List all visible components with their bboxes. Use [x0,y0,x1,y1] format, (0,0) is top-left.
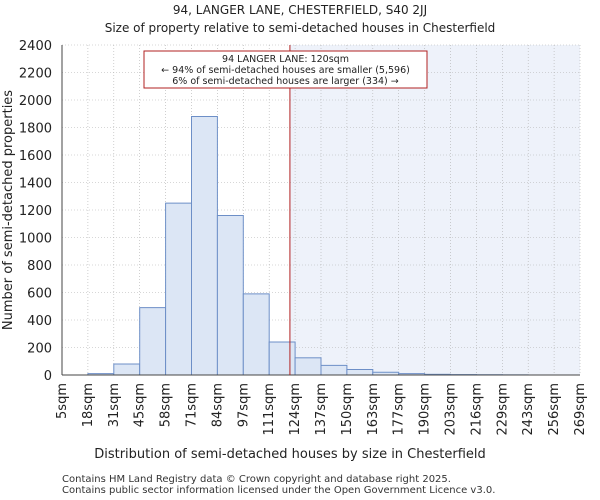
histogram-bar [191,116,218,376]
footer-licence: Contains public sector information licen… [62,485,496,496]
histogram-bar [242,293,270,376]
x-tick-label: 150sqm [340,383,355,436]
y-tick-label: 1000 [19,232,52,247]
y-tick-label: 2400 [19,39,52,54]
histogram-bar [320,364,348,376]
x-tick-label: 58sqm [159,383,174,427]
x-tick-label: 216sqm [469,383,484,436]
x-axis-title: Distribution of semi-detached houses by … [94,447,486,462]
x-tick-label: 203sqm [444,383,459,436]
x-tick-label: 71sqm [185,383,200,427]
x-tick-label: 190sqm [418,383,433,436]
x-tick-label: 5sqm [55,383,70,419]
x-tick-label: 45sqm [133,383,148,427]
histogram-bar [139,307,167,376]
x-tick-label: 18sqm [81,383,96,427]
x-tick-label: 177sqm [392,383,407,436]
histogram-bar [165,202,193,376]
annotation-line3: 6% of semi-detached houses are larger (3… [172,76,399,87]
annotation-line2: ← 94% of semi-detached houses are smalle… [161,65,410,76]
annotation-line1: 94 LANGER LANE: 120sqm [222,54,349,65]
y-tick-label: 2200 [19,67,52,82]
histogram-bar [268,341,296,376]
x-tick-label: 269sqm [573,383,588,436]
y-tick-label: 1200 [19,204,52,219]
y-axis-title: Number of semi-detached properties [1,90,16,330]
y-tick-label: 800 [27,259,52,274]
footer-copyright: Contains HM Land Registry data © Crown c… [62,474,451,485]
y-tick-label: 1600 [19,149,52,164]
x-tick-label: 97sqm [236,383,251,427]
histogram-bar [294,357,322,376]
chart-title: 94, LANGER LANE, CHESTERFIELD, S40 2JJ [172,3,428,17]
x-tick-label: 84sqm [210,383,225,427]
y-tick-label: 1800 [19,122,52,137]
y-tick-label: 200 [27,342,52,357]
y-tick-label: 600 [27,287,52,302]
x-tick-label: 31sqm [107,383,122,427]
y-tick-label: 400 [27,314,52,329]
histogram-bar [346,369,374,376]
x-tick-label: 229sqm [495,383,510,436]
chart-subtitle: Size of property relative to semi-detach… [104,21,496,35]
histogram-bar [216,215,244,376]
histogram-bar [113,363,141,376]
y-tick-label: 1400 [19,177,52,192]
x-tick-label: 243sqm [521,383,536,436]
x-tick-label: 137sqm [314,383,329,436]
y-tick-label: 0 [44,369,52,384]
y-tick-label: 2000 [19,94,52,109]
x-tick-label: 124sqm [288,383,303,436]
x-tick-label: 256sqm [547,383,562,436]
x-tick-label: 163sqm [366,383,381,436]
x-tick-label: 111sqm [262,383,277,436]
annotation-box [143,50,428,89]
